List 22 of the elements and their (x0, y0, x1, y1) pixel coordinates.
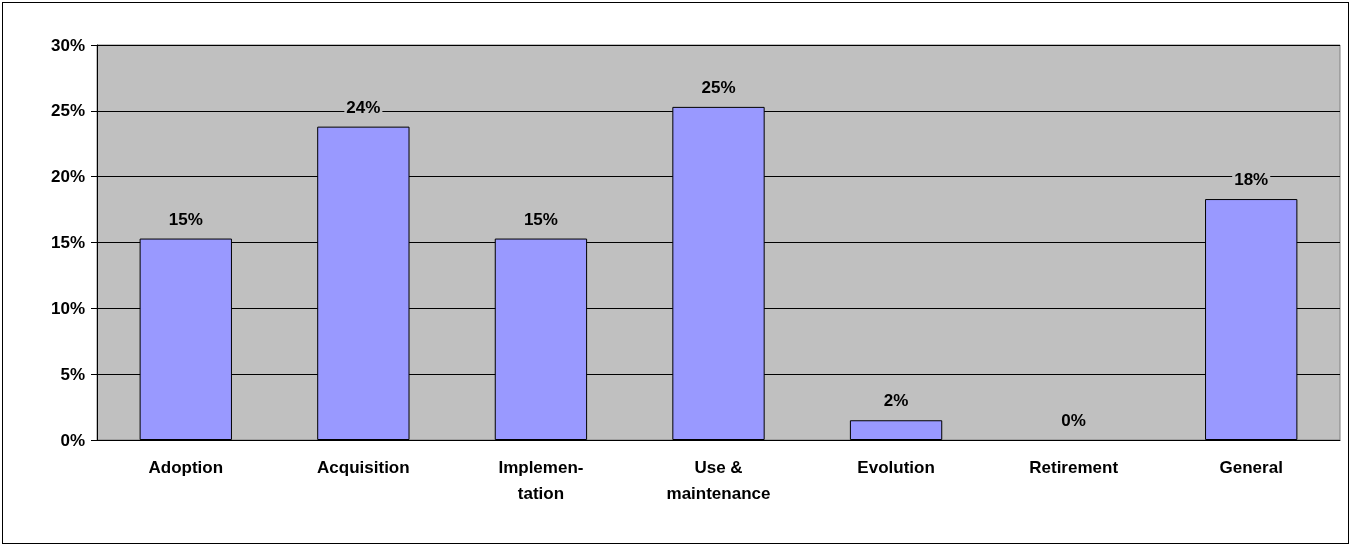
x-tick-label: Retirement (1029, 457, 1119, 477)
data-label: 2% (883, 391, 909, 411)
y-tick-label: 30% (50, 35, 85, 55)
y-tick-label: 25% (50, 101, 85, 121)
x-tick-label: Implemen- tation (498, 457, 584, 503)
data-label: 15% (168, 209, 203, 229)
y-tick-label: 15% (50, 233, 85, 252)
data-label: 0% (1061, 411, 1086, 430)
y-tick-label: 10% (50, 298, 85, 318)
data-label: 15% (523, 209, 558, 229)
y-tick-label: 0% (60, 430, 85, 450)
x-tick-label: General (1219, 457, 1283, 477)
bar (849, 420, 943, 440)
x-tick-label: Evolution (857, 457, 935, 477)
x-tick-label: Use & maintenance (666, 457, 771, 503)
data-label: 18% (1234, 170, 1269, 190)
data-label: 24% (346, 97, 381, 117)
data-label: 25% (701, 77, 736, 97)
x-tick-label: Acquisition (317, 457, 410, 477)
x-tick-label: Adoption (148, 457, 224, 477)
y-tick-label: 20% (50, 167, 85, 187)
y-tick-label: 5% (60, 364, 85, 384)
